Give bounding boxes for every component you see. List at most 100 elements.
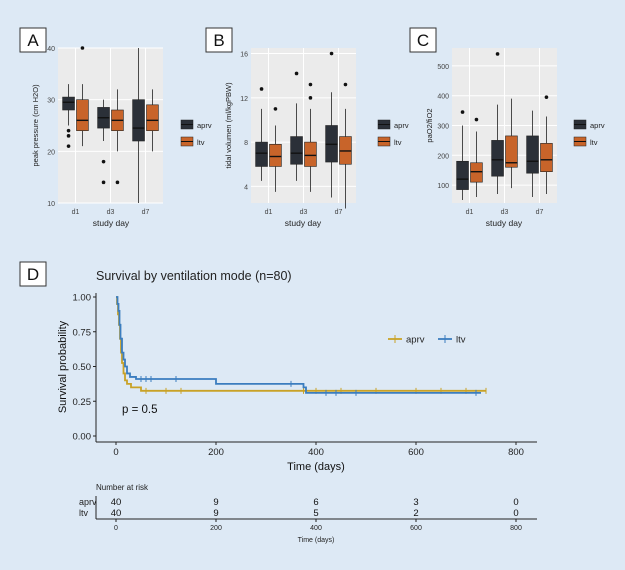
- panel-label-box: [409, 27, 437, 53]
- outlier-point: [115, 180, 120, 185]
- box-aprv: [255, 141, 268, 167]
- box-ltv: [470, 162, 483, 183]
- legend-label-ltv: ltv: [197, 138, 205, 147]
- risk-x-tick-label: 600: [410, 525, 422, 532]
- panel-label-box: [19, 27, 47, 53]
- risk-count: 2: [413, 508, 418, 519]
- box-ltv: [304, 141, 317, 167]
- risk-count: 6: [313, 497, 318, 508]
- x-axis-label: study day: [93, 218, 130, 228]
- risk-row-label-aprv: aprv: [79, 497, 97, 507]
- km-legend-label-ltv: ltv: [456, 335, 466, 346]
- km-curve-ltv: [116, 296, 481, 394]
- outlier-point: [101, 180, 106, 185]
- outlier-point: [495, 52, 500, 56]
- outlier-point: [66, 134, 71, 138]
- outlier-point: [460, 110, 465, 114]
- y-tick-label: 400: [437, 94, 449, 101]
- outlier-point: [66, 144, 71, 148]
- outlier-point: [544, 95, 549, 99]
- risk-row-label-ltv: ltv: [79, 508, 89, 518]
- y-tick-label: 20: [47, 149, 55, 156]
- box-aprv: [526, 135, 539, 174]
- outlier-point: [294, 71, 299, 76]
- km-x-tick-label: 400: [308, 447, 324, 458]
- km-legend-label-aprv: aprv: [406, 335, 425, 346]
- x-tick-label: d1: [72, 209, 80, 216]
- risk-x-tick-label: 400: [310, 525, 322, 532]
- risk-count: 9: [213, 508, 218, 519]
- risk-count: 9: [213, 497, 218, 508]
- outlier-point: [273, 107, 278, 111]
- km-x-tick-label: 0: [113, 447, 118, 458]
- outlier-point: [308, 82, 313, 87]
- y-tick-label: 8: [244, 140, 248, 147]
- box-aprv: [62, 96, 75, 111]
- risk-count: 5: [313, 508, 318, 519]
- outlier-point: [329, 51, 334, 56]
- km-y-tick-label: 0.00: [73, 432, 92, 443]
- risk-count: 3: [413, 497, 418, 508]
- box-ltv: [505, 135, 518, 168]
- x-tick-label: d7: [335, 209, 343, 216]
- x-axis-label: study day: [285, 218, 322, 228]
- box-ltv: [76, 99, 89, 131]
- x-tick-label: d7: [536, 209, 544, 216]
- outlier-point: [259, 87, 264, 91]
- y-tick-label: 300: [437, 124, 449, 131]
- risk-table-title: Number at risk: [96, 483, 149, 492]
- outlier-point: [80, 46, 85, 50]
- x-axis-label: study day: [486, 218, 523, 228]
- legend-label-aprv: aprv: [197, 121, 212, 130]
- legend-label-aprv: aprv: [394, 121, 409, 130]
- y-tick-label: 12: [240, 96, 248, 103]
- y-axis-label: peak pressure (cm H2O): [31, 84, 40, 167]
- km-y-axis-label: Survival probability: [57, 320, 69, 413]
- y-axis-label: paO2/fiO2: [425, 108, 434, 142]
- y-tick-label: 16: [240, 52, 248, 59]
- box-panel-c: C 100 200 300 400 500 d1 d3 d7 study day paO2/fiO2…: [409, 27, 605, 228]
- km-panel: D Survival by ventilation mode (n=80) 0.00…: [19, 261, 537, 544]
- box-aprv: [290, 136, 303, 165]
- outlier-point: [474, 117, 479, 122]
- x-tick-label: d3: [107, 209, 115, 216]
- y-axis-label: tidal volumen (ml/kgPBW): [224, 82, 233, 169]
- legend-label-ltv: ltv: [590, 138, 598, 147]
- p-value-annotation: p = 0.5: [122, 404, 158, 416]
- km-y-tick-label: 0.25: [73, 397, 92, 408]
- box-aprv: [491, 140, 504, 177]
- panel-label: C: [417, 31, 429, 50]
- box-aprv: [456, 160, 469, 190]
- panel-label-box: [19, 261, 47, 287]
- box-aprv: [132, 99, 145, 142]
- legend-label-ltv: ltv: [394, 138, 402, 147]
- x-tick-label: d1: [466, 209, 474, 216]
- y-tick-label: 40: [47, 46, 55, 53]
- y-tick-label: 200: [437, 153, 449, 160]
- risk-count: 0: [513, 497, 518, 508]
- x-tick-label: d3: [501, 209, 509, 216]
- risk-x-tick-label: 0: [114, 525, 118, 532]
- box-ltv: [540, 143, 553, 173]
- risk-x-axis-label: Time (days): [298, 537, 335, 544]
- box-panel-a: A 10 20 30 40 d1 d3 d7 study day peak pressure (c…: [19, 27, 212, 228]
- km-y-tick-label: 1.00: [73, 293, 92, 304]
- km-x-tick-label: 600: [408, 447, 424, 458]
- risk-count: 40: [111, 497, 122, 508]
- risk-x-tick-label: 200: [210, 525, 222, 532]
- risk-count: 40: [111, 508, 122, 519]
- outlier-point: [343, 82, 348, 87]
- km-x-tick-label: 800: [508, 447, 524, 458]
- km-y-tick-label: 0.50: [73, 362, 92, 373]
- box-ltv: [146, 104, 159, 131]
- y-tick-label: 100: [437, 183, 449, 190]
- panel-label: D: [27, 265, 39, 284]
- y-tick-label: 30: [47, 98, 55, 105]
- x-tick-label: d3: [300, 209, 308, 216]
- legend-label-aprv: aprv: [590, 121, 605, 130]
- risk-count: 0: [513, 508, 518, 519]
- box-panel-b: B 4 8 12 16 d1 d3 d7 study day tidal volumen (ml/…: [205, 27, 409, 228]
- x-tick-label: d7: [142, 209, 150, 216]
- y-tick-label: 500: [437, 64, 449, 71]
